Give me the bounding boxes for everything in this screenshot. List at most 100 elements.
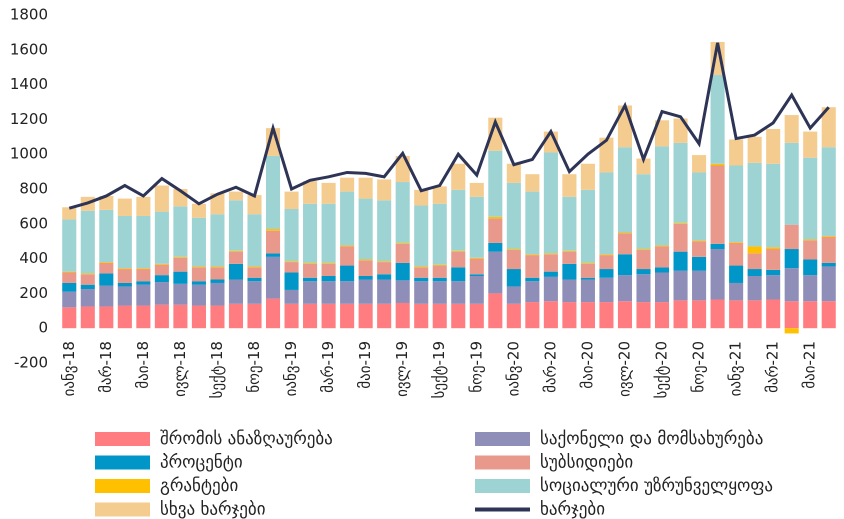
y-tick-label: 1200: [10, 110, 48, 128]
bar-segment: [803, 239, 818, 241]
bar-segment: [284, 289, 299, 304]
bar-segment: [506, 286, 521, 304]
bar-segment: [99, 209, 114, 263]
bar-segment: [469, 274, 484, 276]
bar-segment: [62, 307, 77, 329]
bar-segment: [228, 191, 244, 201]
bar-segment: [729, 165, 744, 243]
bar-segment: [766, 299, 781, 329]
bar-segment: [377, 303, 392, 329]
bar-segment: [562, 251, 577, 264]
bar-segment: [136, 215, 151, 269]
x-tick-label: სექტ-20: [653, 341, 671, 398]
bar-segment: [136, 305, 151, 329]
legend-swatch: [95, 455, 150, 470]
bar-segment: [729, 242, 744, 266]
bar-segment: [710, 75, 725, 164]
bar-segment: [265, 155, 281, 230]
bar-segment: [321, 303, 336, 329]
bar-segment: [821, 147, 836, 236]
bar-segment: [580, 277, 595, 280]
x-tick-label: ივლ-19: [393, 341, 411, 397]
bar-segment: [414, 277, 429, 282]
x-tick-label: იანვ-19: [282, 341, 300, 396]
bar-segment: [654, 272, 670, 303]
y-tick-label: -200: [14, 354, 48, 372]
bar-segment: [228, 251, 244, 264]
bar-segment: [673, 222, 688, 224]
bar-segment: [358, 260, 373, 276]
x-tick-label: სექტ-18: [208, 341, 226, 398]
bar-segment: [599, 269, 614, 278]
bar-segment: [710, 299, 725, 329]
bar-segment: [747, 136, 762, 163]
bar-segment: [62, 272, 77, 283]
bar-segment: [340, 281, 355, 304]
bar-segment: [692, 172, 707, 241]
bar-segment: [154, 211, 169, 264]
bar-segment: [247, 266, 262, 268]
bar-segment: [303, 181, 318, 204]
bar-segment: [636, 302, 651, 329]
bar-segment: [432, 186, 447, 204]
x-tick-label: ივლ-20: [615, 341, 633, 397]
bar-segment: [80, 284, 95, 290]
bar-segment: [265, 253, 281, 257]
bar-segment: [506, 163, 521, 183]
x-tick-label: მაი-20: [578, 341, 596, 389]
bar-segment: [80, 289, 95, 307]
bar-segment: [599, 254, 614, 256]
bar-segment: [562, 196, 577, 251]
bar-segment: [432, 281, 447, 304]
x-tick-label: მარ-21: [764, 341, 782, 393]
bar-segment: [821, 107, 836, 148]
bar-segment: [821, 235, 836, 237]
bar-segment: [154, 264, 169, 276]
bar-segment: [654, 245, 670, 247]
bar-segment: [321, 263, 336, 276]
bar-segment: [803, 301, 818, 329]
bar-segment: [247, 195, 262, 215]
bar-segment: [636, 174, 651, 250]
bar-segment: [358, 259, 373, 261]
bar-segment: [432, 277, 447, 282]
bar-segment: [710, 165, 725, 244]
legend-swatch: [95, 502, 150, 517]
bar-segment: [321, 182, 336, 204]
bar-segment: [488, 218, 503, 243]
bar-segment: [747, 162, 762, 247]
bar-segment: [191, 267, 206, 282]
bar-segment: [154, 275, 169, 283]
bar-segment: [692, 241, 707, 257]
bar-segment: [340, 245, 355, 247]
legend-label: საქონელი და მომსახურება: [540, 429, 763, 449]
bar-segment: [210, 282, 225, 306]
legend-swatch: [95, 479, 150, 493]
y-tick-label: 800: [19, 180, 48, 198]
bar-segment: [117, 268, 132, 270]
bar-segment: [136, 268, 151, 270]
bar-segment: [766, 269, 781, 276]
bar-segment: [154, 185, 169, 212]
bar-segment: [414, 303, 429, 329]
bar-segment: [599, 277, 614, 303]
bar-segment: [747, 300, 762, 329]
x-tick-label: მაი-18: [134, 341, 152, 389]
bar-segment: [228, 303, 244, 329]
bar-segment: [692, 240, 707, 242]
bar-segment: [599, 137, 614, 173]
bar-segment: [210, 214, 225, 267]
bar-segment: [284, 191, 299, 210]
bar-segment: [80, 274, 95, 285]
bar-segment: [414, 205, 429, 267]
bar-segment: [673, 118, 688, 143]
bar-segment: [340, 191, 355, 246]
bar-segment: [414, 267, 429, 278]
bar-segment: [654, 267, 670, 273]
bar-segment: [358, 303, 373, 329]
bar-segment: [562, 279, 577, 303]
bar-segment: [432, 203, 447, 265]
bar-segment: [525, 174, 540, 192]
bar-segment: [654, 302, 670, 329]
bar-segment: [747, 246, 762, 254]
